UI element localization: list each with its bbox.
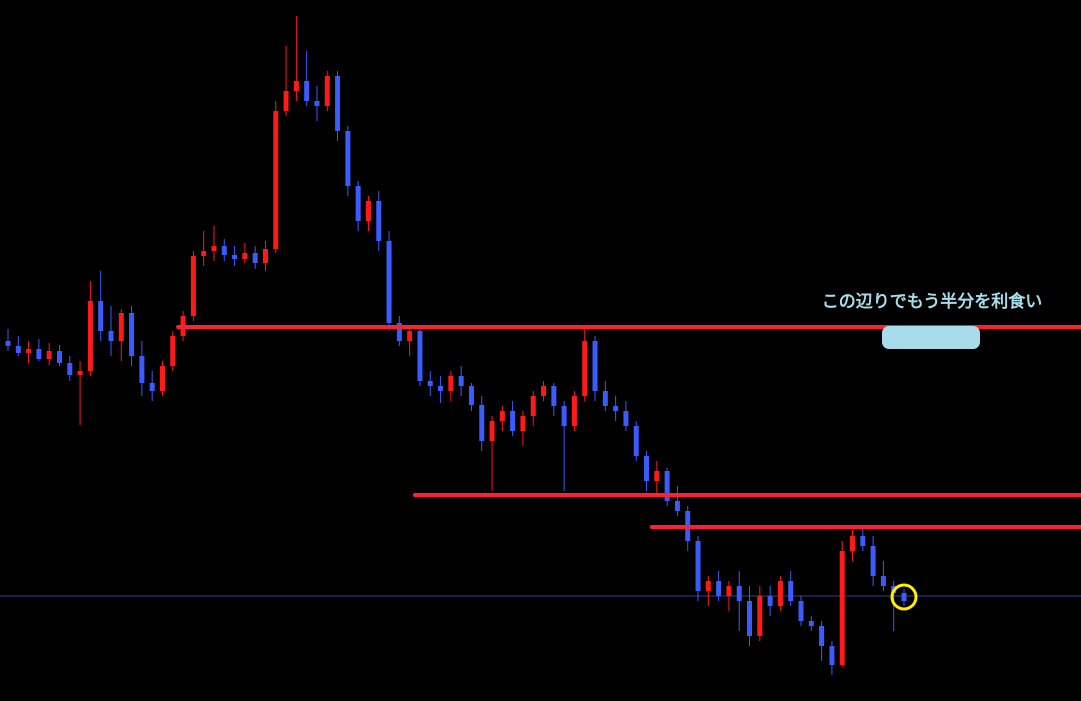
candle-body — [5, 341, 11, 346]
candle-body — [345, 131, 351, 186]
candle-body — [571, 396, 577, 426]
candle-body — [232, 255, 238, 259]
candle-body — [170, 336, 176, 366]
candle-body — [551, 386, 557, 406]
candle-body — [633, 426, 639, 456]
candle-body — [159, 366, 165, 391]
candle-body — [705, 581, 711, 591]
candle-body — [695, 541, 701, 591]
candle-body — [365, 201, 371, 221]
candle-body — [376, 201, 382, 241]
candle-body — [530, 396, 536, 416]
candle-body — [798, 601, 804, 621]
candle-body — [139, 356, 145, 383]
candle-body — [747, 601, 753, 636]
candle-body — [15, 346, 21, 353]
candle-body — [592, 341, 598, 391]
candle-body — [829, 646, 835, 665]
candle-body — [26, 349, 32, 353]
candle-body — [767, 596, 773, 606]
candle-body — [880, 576, 886, 586]
candle-body — [901, 593, 907, 601]
candle-body — [283, 91, 289, 111]
candle-body — [304, 81, 310, 101]
candle-body — [417, 331, 423, 381]
candle-body — [510, 411, 516, 431]
candle-body — [427, 381, 433, 386]
highlight-circle — [890, 583, 918, 611]
candle-body — [541, 386, 547, 396]
candle-body — [335, 76, 341, 131]
candle-body — [67, 363, 73, 375]
candle-body — [118, 313, 124, 341]
candle-body — [582, 341, 588, 396]
candle-body — [46, 351, 52, 359]
candle-body — [623, 411, 629, 426]
candle-body — [716, 581, 722, 596]
candle-body — [499, 411, 505, 421]
candle-body — [489, 421, 495, 441]
candle-body — [108, 331, 114, 341]
candle-body — [242, 253, 248, 259]
candle-body — [211, 246, 217, 251]
candle-body — [98, 301, 104, 331]
candle-body — [396, 323, 402, 341]
candle-body — [808, 621, 814, 626]
candle-body — [839, 551, 845, 665]
annotation-text: この辺りでもう半分を利食い — [822, 291, 1043, 312]
candle-body — [757, 596, 763, 636]
candle-body — [314, 101, 320, 106]
candle-body — [87, 301, 93, 371]
candle-body — [674, 501, 680, 511]
candle-body — [221, 246, 227, 255]
candle-body — [613, 406, 619, 411]
candle-body — [355, 186, 361, 221]
candle-body — [777, 581, 783, 606]
candle-body — [870, 546, 876, 576]
candle-body — [386, 241, 392, 323]
candle-body — [520, 416, 526, 431]
candle-body — [262, 249, 268, 263]
candle-body — [561, 406, 567, 426]
candle-body — [819, 626, 825, 646]
candle-body — [850, 536, 856, 551]
candle-body — [324, 76, 330, 106]
candle-body — [468, 386, 474, 405]
candle-body — [479, 405, 485, 441]
candle-body — [458, 376, 464, 386]
candle-body — [36, 349, 42, 359]
candle-body — [644, 456, 650, 481]
annotation-box — [882, 326, 980, 349]
candle-body — [77, 371, 83, 375]
candle-body — [602, 391, 608, 406]
candle-body — [252, 253, 258, 263]
candle-body — [273, 111, 279, 249]
candle-body — [149, 383, 155, 391]
candle-body — [726, 586, 732, 596]
candle-body — [56, 351, 62, 363]
candle-body — [293, 81, 299, 91]
candle-body — [407, 331, 413, 341]
candle-body — [664, 471, 670, 501]
candle-body — [201, 251, 207, 256]
candle-body — [448, 376, 454, 391]
candle-body — [190, 256, 196, 316]
candle-body — [736, 586, 742, 601]
candle-body — [860, 536, 866, 546]
candle-body — [654, 471, 660, 481]
candle-body — [129, 313, 135, 356]
candle-body — [788, 581, 794, 601]
candle-body — [438, 386, 444, 391]
